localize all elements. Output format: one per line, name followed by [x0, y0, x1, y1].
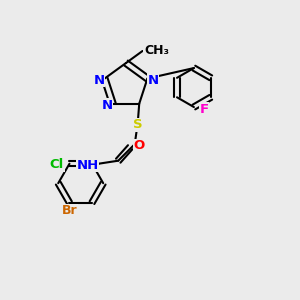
Text: Br: Br [62, 204, 77, 217]
Text: CH₃: CH₃ [144, 44, 169, 58]
Text: S: S [133, 118, 142, 131]
Text: Cl: Cl [50, 158, 64, 171]
Text: N: N [94, 74, 105, 86]
Text: NH: NH [76, 159, 99, 172]
Text: N: N [147, 74, 158, 86]
Text: O: O [133, 139, 145, 152]
Text: N: N [102, 99, 113, 112]
Text: F: F [199, 103, 208, 116]
